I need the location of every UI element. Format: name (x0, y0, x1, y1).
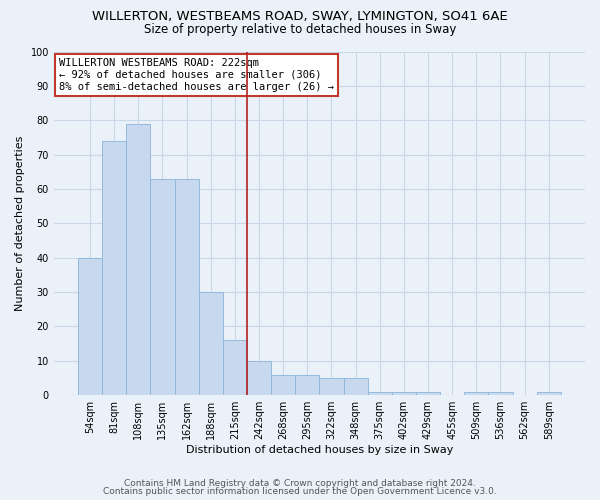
Bar (199, 292, 223, 395)
Bar (295, 374, 319, 395)
Bar (126, 124, 151, 395)
Bar (151, 178, 175, 395)
Text: Contains HM Land Registry data © Crown copyright and database right 2024.: Contains HM Land Registry data © Crown c… (124, 478, 476, 488)
Bar (537, 392, 561, 395)
Bar (175, 178, 199, 395)
Bar (319, 378, 344, 395)
Bar (368, 392, 392, 395)
Text: Contains public sector information licensed under the Open Government Licence v3: Contains public sector information licen… (103, 487, 497, 496)
Text: WILLERTON WESTBEAMS ROAD: 222sqm
← 92% of detached houses are smaller (306)
8% o: WILLERTON WESTBEAMS ROAD: 222sqm ← 92% o… (59, 58, 334, 92)
Bar (247, 361, 271, 395)
Text: Size of property relative to detached houses in Sway: Size of property relative to detached ho… (144, 22, 456, 36)
Bar (78, 258, 102, 395)
Bar (488, 392, 512, 395)
Bar (223, 340, 247, 395)
Bar (464, 392, 488, 395)
Bar (416, 392, 440, 395)
X-axis label: Distribution of detached houses by size in Sway: Distribution of detached houses by size … (186, 445, 453, 455)
Bar (102, 141, 126, 395)
Bar (392, 392, 416, 395)
Y-axis label: Number of detached properties: Number of detached properties (15, 136, 25, 311)
Text: WILLERTON, WESTBEAMS ROAD, SWAY, LYMINGTON, SO41 6AE: WILLERTON, WESTBEAMS ROAD, SWAY, LYMINGT… (92, 10, 508, 23)
Bar (271, 374, 295, 395)
Bar (344, 378, 368, 395)
